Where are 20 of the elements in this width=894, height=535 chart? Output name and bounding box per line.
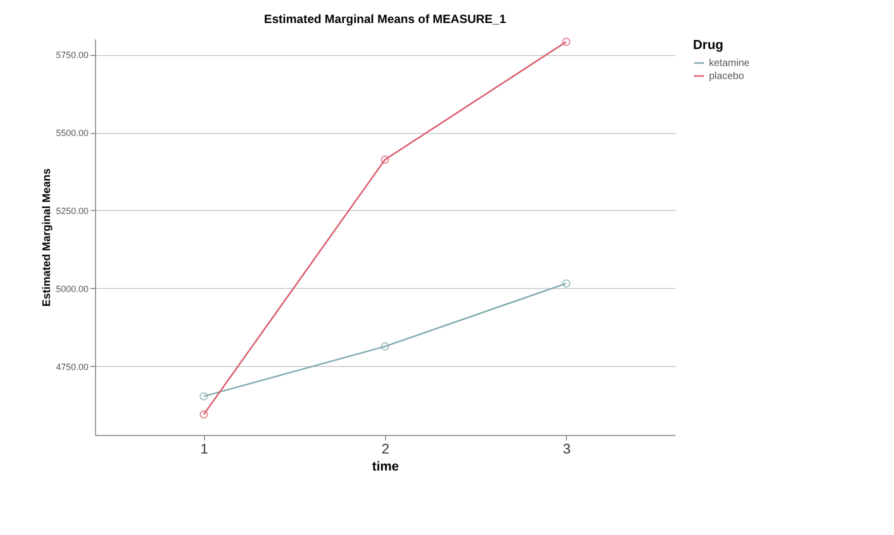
y-tick-label: 5750.00 xyxy=(56,50,88,60)
legend-title: Drug xyxy=(693,37,724,52)
point xyxy=(200,392,208,400)
y-axis-title: Estimated Marginal Means xyxy=(40,168,53,307)
chart-title: Estimated Marginal Means of MEASURE_1 xyxy=(264,12,506,26)
y-tick-label: 4750.00 xyxy=(56,362,88,372)
x-tick-label: 2 xyxy=(382,440,390,456)
y-tick-label: 5500.00 xyxy=(56,128,88,138)
point xyxy=(380,342,390,351)
y-tick-label: 5000.00 xyxy=(56,284,88,294)
legend-label: placebo xyxy=(709,71,744,82)
x-tick-label: 3 xyxy=(562,440,571,456)
x-tick-label: 1 xyxy=(200,440,208,456)
point xyxy=(200,410,208,419)
legend-label: ketamine xyxy=(709,58,750,69)
point xyxy=(380,156,390,164)
x-axis-title: time xyxy=(372,458,399,474)
y-tick-label: 5250.00 xyxy=(56,206,88,216)
point xyxy=(562,38,570,46)
point xyxy=(562,279,570,288)
